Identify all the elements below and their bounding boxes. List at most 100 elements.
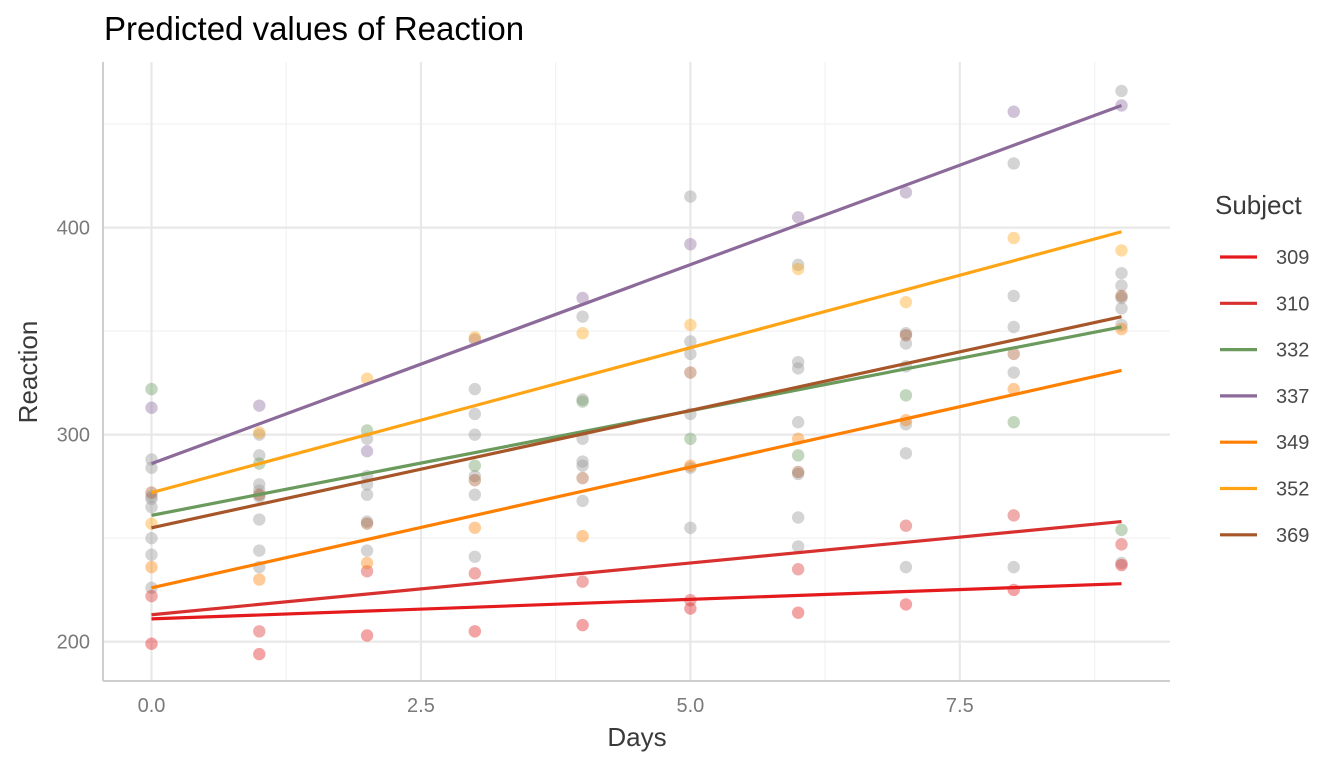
data-point	[899, 337, 913, 350]
data-point-349	[360, 556, 374, 570]
data-point-337	[684, 237, 697, 251]
data-point	[360, 488, 374, 501]
data-point	[1115, 279, 1128, 292]
fit-line-349	[151, 368, 1122, 590]
data-point-332	[576, 395, 589, 408]
data-point	[576, 459, 589, 472]
data-point	[468, 469, 482, 483]
x-tick-label: 0.0	[138, 695, 166, 717]
data-point	[253, 544, 266, 557]
data-point	[899, 418, 913, 431]
data-point	[145, 500, 158, 514]
data-point-349	[576, 529, 589, 543]
data-point	[791, 511, 805, 524]
data-point	[791, 467, 805, 481]
data-point	[791, 540, 805, 553]
data-point-309	[145, 637, 158, 650]
data-point-332	[791, 449, 805, 462]
data-point-337	[360, 445, 374, 458]
data-point-332	[684, 432, 697, 445]
data-point	[684, 335, 697, 348]
data-point-352	[253, 426, 266, 439]
data-point	[145, 492, 158, 506]
data-point	[576, 393, 589, 406]
data-point-369	[791, 465, 805, 479]
legend-item-352: 352	[1220, 479, 1309, 501]
data-point	[145, 490, 158, 503]
data-point-349	[253, 573, 266, 586]
data-point	[1007, 289, 1020, 303]
data-point-309	[576, 618, 589, 632]
x-tick-label: 5.0	[676, 695, 704, 717]
data-point-310	[1007, 509, 1020, 522]
legend-items: 309 310 332 337 349 352 369	[1220, 247, 1309, 547]
data-point-352	[468, 331, 482, 344]
data-point	[1115, 556, 1128, 570]
fit-line-352	[151, 230, 1122, 495]
y-axis-title: Reaction	[13, 321, 43, 424]
data-point	[1007, 560, 1020, 574]
data-point	[576, 455, 589, 468]
chart-title: Predicted values of Reaction	[104, 10, 524, 47]
data-points	[145, 84, 1128, 661]
legend-label: 337	[1276, 386, 1309, 408]
fit-line-369	[151, 315, 1122, 530]
legend-title: Subject	[1215, 190, 1302, 220]
data-point-310	[1115, 538, 1128, 551]
data-point	[1115, 291, 1128, 305]
data-point-309	[253, 647, 266, 661]
y-tick-label: 300	[57, 425, 90, 447]
data-point-337	[253, 399, 266, 412]
data-point-369	[1115, 289, 1128, 303]
y-tick-label: 200	[57, 632, 90, 654]
x-tick-label: 7.5	[946, 695, 974, 717]
data-point	[791, 258, 805, 272]
data-point-310	[899, 519, 913, 532]
data-point-352	[899, 295, 913, 309]
data-point-332	[1007, 416, 1020, 429]
data-point-309	[360, 629, 374, 642]
data-point-309	[468, 625, 482, 638]
data-point-332	[1115, 523, 1128, 537]
data-point	[145, 453, 158, 466]
data-point-369	[684, 366, 697, 379]
legend-label: 309	[1276, 247, 1309, 269]
data-point	[899, 447, 913, 460]
data-point	[468, 382, 482, 396]
y-tick-label: 400	[57, 218, 90, 240]
data-point-309	[1007, 583, 1020, 597]
data-point	[899, 560, 913, 574]
data-point	[1007, 320, 1020, 334]
data-point-337	[1007, 105, 1020, 118]
data-point-349	[468, 521, 482, 535]
legend-label: 369	[1276, 525, 1309, 547]
legend-item-310: 310	[1220, 293, 1309, 315]
x-tick-label: 2.5	[407, 695, 435, 717]
data-point-352	[1115, 244, 1128, 257]
data-point	[684, 347, 697, 361]
fit-line-337	[150, 103, 1123, 466]
data-point	[1115, 302, 1128, 315]
data-point-309	[791, 606, 805, 619]
data-point-332	[899, 389, 913, 402]
data-point-310	[576, 575, 589, 588]
data-point	[1007, 157, 1020, 170]
data-point	[576, 310, 589, 323]
legend-item-349: 349	[1220, 432, 1309, 454]
data-point-349	[1007, 382, 1020, 396]
data-point-337	[576, 291, 589, 305]
data-point	[1115, 266, 1128, 280]
data-point	[576, 494, 589, 508]
data-point	[253, 449, 266, 462]
x-axis-title: Days	[607, 722, 666, 752]
data-point	[253, 513, 266, 526]
data-point	[468, 428, 482, 441]
data-point-309	[684, 602, 697, 615]
data-point-310	[468, 567, 482, 580]
legend-label: 310	[1276, 293, 1309, 315]
data-point	[145, 531, 158, 545]
data-point	[791, 416, 805, 429]
data-point-310	[145, 589, 158, 603]
